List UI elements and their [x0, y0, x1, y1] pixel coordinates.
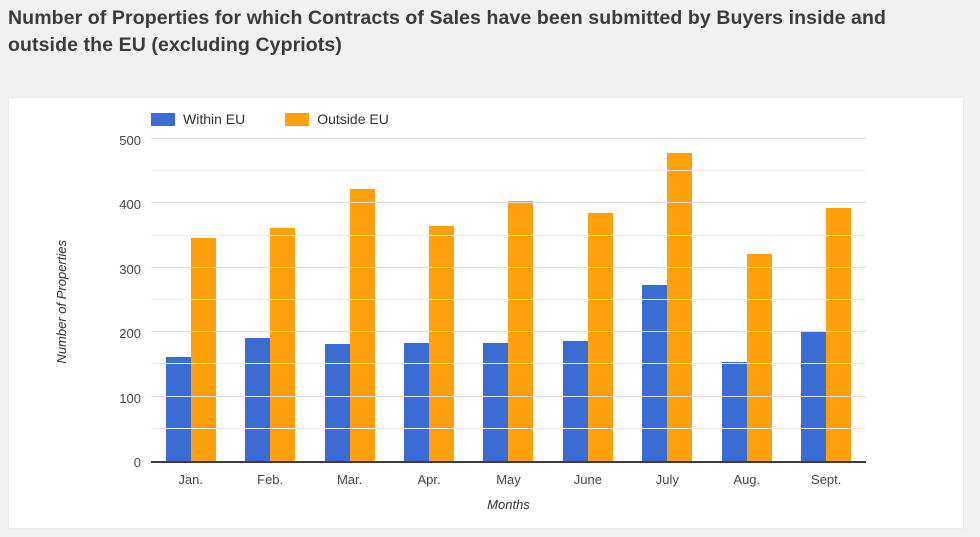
page-title: Number of Properties for which Contracts… — [8, 7, 887, 56]
y-axis-tick-labels: 0 100 200 300 400 500 — [9, 133, 141, 470]
bars-mar — [310, 141, 389, 461]
bar-group-jan: Jan. — [151, 141, 230, 487]
legend-item-within-eu: Within EU — [151, 111, 245, 127]
bar-within-eu-feb[interactable] — [245, 338, 271, 461]
bar-groups: Jan. Feb. Mar. Apr. May June July Aug. Sept. — [151, 141, 866, 487]
plot-area: Jan. Feb. Mar. Apr. May June July Aug. Sept. — [151, 138, 866, 487]
bar-group-apr: Apr. — [389, 141, 468, 487]
bar-within-eu-aug[interactable] — [721, 362, 747, 461]
ytick-500: 500 — [119, 133, 141, 148]
bar-within-eu-may[interactable] — [483, 343, 509, 461]
bar-group-may: May — [469, 141, 548, 487]
gridline-150 — [151, 363, 866, 365]
gridline-500 — [151, 138, 866, 139]
bar-outside-eu-sept[interactable] — [826, 207, 852, 461]
bar-outside-eu-june[interactable] — [587, 213, 613, 461]
gridline-400 — [151, 202, 866, 204]
xtick-june: June — [573, 472, 602, 487]
bar-group-sept: Sept. — [787, 141, 866, 487]
legend-swatch-within-eu — [151, 112, 175, 126]
gridline-450 — [151, 170, 866, 172]
legend-label-within-eu: Within EU — [183, 111, 246, 127]
xtick-july: July — [655, 472, 679, 487]
bar-within-eu-apr[interactable] — [404, 342, 430, 461]
bar-group-feb: Feb. — [230, 141, 309, 487]
gridline-300 — [151, 266, 866, 268]
xtick-apr: Apr. — [417, 472, 441, 487]
bars-apr — [389, 141, 468, 461]
gridline-200 — [151, 331, 866, 333]
bars-sept — [787, 141, 866, 461]
bar-within-eu-july[interactable] — [642, 285, 668, 461]
gridline-50 — [151, 427, 866, 429]
bar-group-aug: Aug. — [707, 141, 786, 487]
xtick-may: May — [496, 472, 521, 487]
bar-group-july: July — [628, 141, 707, 487]
bars-feb — [230, 141, 309, 461]
xtick-aug: Aug. — [733, 472, 761, 487]
bar-outside-eu-jan[interactable] — [190, 237, 216, 461]
legend-swatch-outside-eu — [285, 112, 310, 126]
bars-july — [628, 141, 707, 461]
x-axis-title: Months — [487, 497, 530, 512]
ytick-400: 400 — [119, 197, 141, 213]
ytick-200: 200 — [119, 326, 141, 342]
bar-outside-eu-july[interactable] — [667, 153, 693, 461]
xtick-jan: Jan. — [178, 472, 203, 487]
xtick-feb: Feb. — [257, 472, 284, 487]
bar-outside-eu-mar[interactable] — [349, 188, 375, 461]
chart-legend: Within EU Outside EU — [151, 111, 389, 127]
bar-group-mar: Mar. — [310, 141, 389, 487]
bar-group-june: June — [548, 141, 627, 487]
legend-label-outside-eu: Outside EU — [317, 111, 389, 127]
bar-within-eu-mar[interactable] — [324, 343, 350, 461]
ytick-0: 0 — [133, 455, 141, 470]
bars-jan — [151, 141, 230, 461]
legend-item-outside-eu: Outside EU — [285, 111, 389, 127]
bar-within-eu-june[interactable] — [562, 340, 588, 461]
xtick-mar: Mar. — [336, 472, 363, 487]
bar-outside-eu-may[interactable] — [508, 200, 534, 461]
chart-card: Within EU Outside EU Number of Properties… — [8, 97, 964, 529]
gridline-250 — [151, 299, 866, 300]
bars-aug — [707, 141, 786, 461]
bar-outside-eu-apr[interactable] — [429, 225, 455, 461]
ytick-300: 300 — [119, 261, 141, 277]
bar-outside-eu-feb[interactable] — [270, 227, 296, 461]
bar-within-eu-jan[interactable] — [165, 356, 191, 461]
bar-outside-eu-aug[interactable] — [746, 253, 772, 461]
gridline-100 — [151, 395, 866, 397]
gridline-350 — [151, 234, 866, 236]
bars-june — [548, 141, 627, 461]
xtick-sept: Sept. — [811, 472, 842, 487]
ytick-100: 100 — [119, 390, 141, 406]
bars-may — [469, 141, 548, 461]
